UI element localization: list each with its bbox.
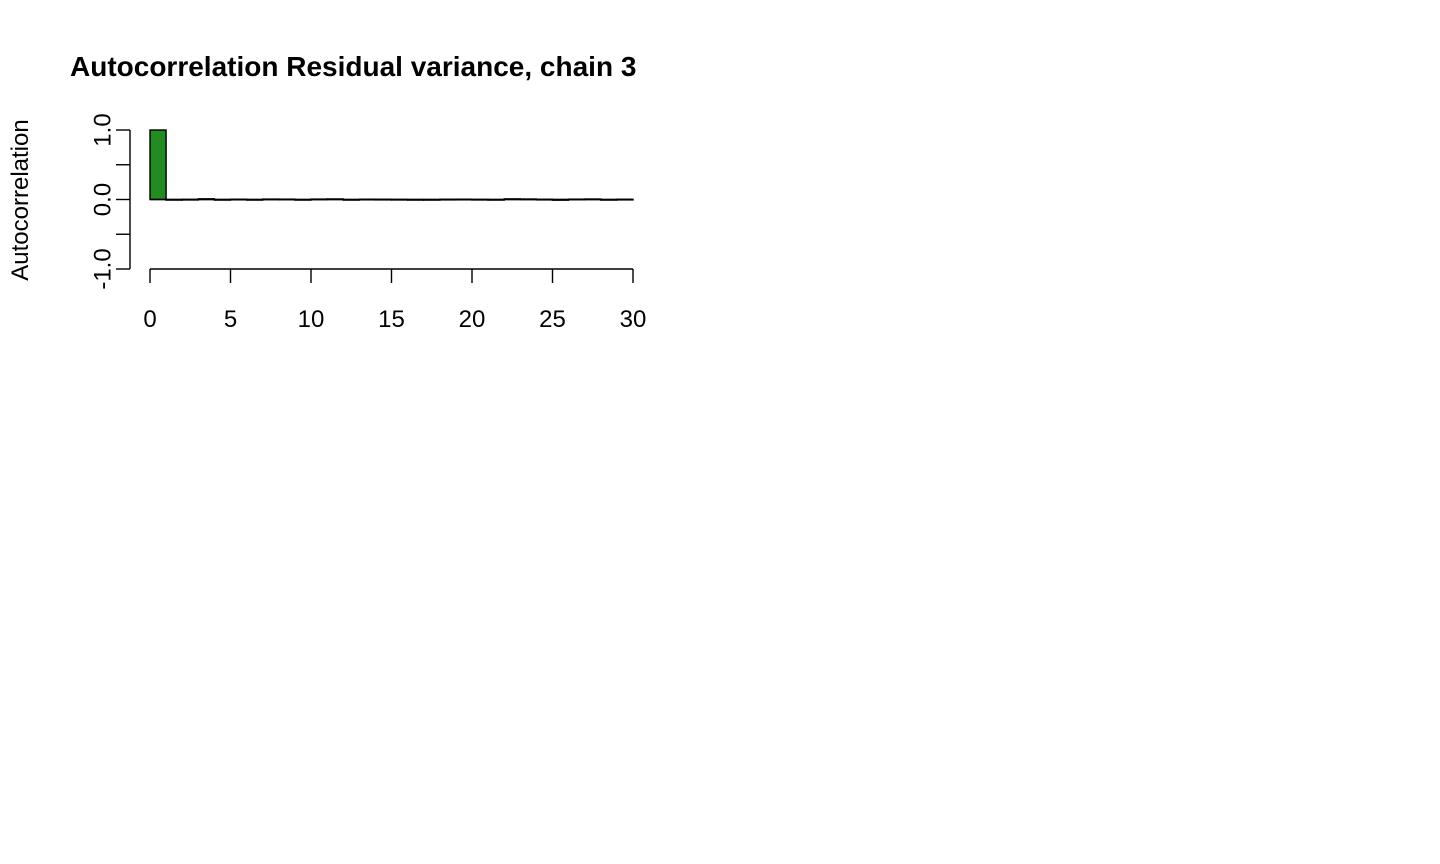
x-axis: 0 5 10 15 20 25 30	[143, 268, 647, 333]
y-axis: -1.0 0.0 1.0	[89, 113, 131, 290]
x-tick-label: 20	[459, 306, 486, 333]
plot-area	[149, 129, 634, 201]
chart-title: Autocorrelation Residual variance, chain…	[70, 51, 636, 82]
x-tick-label: 25	[539, 306, 566, 333]
x-tick-label: 10	[298, 306, 325, 333]
y-tick-label: 1.0	[89, 113, 116, 146]
y-tick-label: -1.0	[89, 248, 116, 289]
x-tick-label: 15	[378, 306, 405, 333]
x-tick-label: 5	[224, 306, 237, 333]
x-tick-label: 30	[620, 306, 647, 333]
y-tick-label: 0.0	[89, 183, 116, 216]
y-axis-title: Autocorrelation	[7, 119, 34, 280]
x-tick-label: 0	[143, 306, 156, 333]
acf-bar-lag-0	[149, 129, 167, 201]
